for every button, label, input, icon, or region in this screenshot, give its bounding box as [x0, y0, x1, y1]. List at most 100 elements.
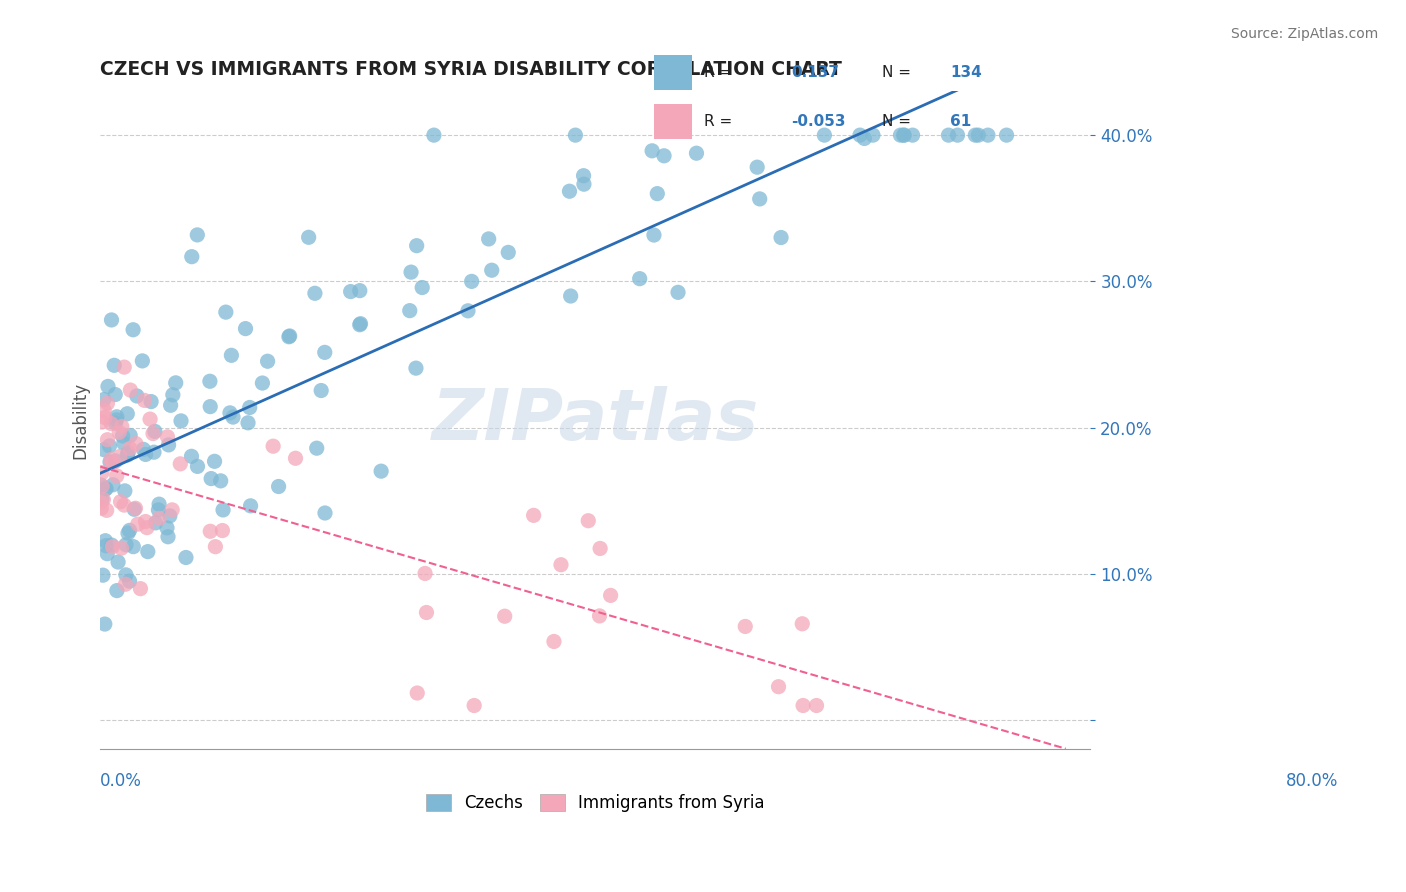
Czechs [186, 227, 208, 242]
Immigrants from Syria [108, 425, 131, 440]
Czechs [98, 455, 121, 469]
Czechs [967, 128, 990, 143]
Legend: Czechs, Immigrants from Syria: Czechs, Immigrants from Syria [418, 785, 773, 820]
Immigrants from Syria [90, 501, 112, 516]
Czechs [398, 303, 420, 318]
Czechs [118, 574, 141, 589]
Czechs [862, 128, 884, 143]
Czechs [91, 568, 114, 582]
Czechs [564, 128, 586, 143]
Czechs [560, 289, 582, 303]
Immigrants from Syria [169, 457, 191, 471]
Czechs [117, 407, 139, 421]
Czechs [222, 410, 245, 425]
Immigrants from Syria [734, 619, 756, 633]
Czechs [572, 169, 595, 183]
Czechs [170, 414, 193, 428]
Immigrants from Syria [415, 606, 437, 620]
Czechs [115, 567, 138, 582]
Immigrants from Syria [96, 433, 118, 447]
Czechs [93, 392, 115, 407]
Immigrants from Syria [768, 680, 790, 694]
Czechs [200, 472, 222, 486]
Czechs [143, 445, 166, 459]
Immigrants from Syria [90, 415, 112, 429]
Czechs [965, 128, 987, 143]
Y-axis label: Disability: Disability [72, 382, 89, 458]
Immigrants from Syria [156, 430, 179, 444]
Immigrants from Syria [139, 412, 162, 426]
Immigrants from Syria [148, 511, 170, 525]
Czechs [125, 389, 148, 403]
Czechs [105, 413, 128, 427]
Czechs [995, 128, 1018, 143]
Czechs [893, 128, 915, 143]
Czechs [215, 305, 238, 319]
Czechs [219, 406, 242, 420]
Immigrants from Syria [100, 452, 122, 467]
Czechs [143, 425, 166, 439]
Immigrants from Syria [204, 540, 226, 554]
Czechs [112, 436, 135, 450]
Czechs [572, 177, 595, 191]
Czechs [946, 128, 969, 143]
Czechs [94, 539, 117, 553]
Czechs [666, 285, 689, 300]
Czechs [277, 330, 299, 344]
Czechs [239, 499, 262, 513]
Immigrants from Syria [90, 495, 112, 509]
Czechs [104, 387, 127, 401]
Czechs [117, 446, 139, 460]
Immigrants from Syria [101, 456, 124, 470]
Czechs [399, 265, 422, 279]
Czechs [256, 354, 278, 368]
Czechs [165, 376, 187, 390]
Immigrants from Syria [599, 588, 621, 602]
Immigrants from Syria [494, 609, 516, 624]
Czechs [94, 533, 117, 548]
Immigrants from Syria [576, 514, 599, 528]
Czechs [94, 482, 117, 496]
Czechs [98, 439, 121, 453]
Immigrants from Syria [105, 469, 128, 483]
Text: 0.0%: 0.0% [100, 772, 142, 790]
Text: ZIPatlas: ZIPatlas [432, 386, 759, 455]
Czechs [122, 323, 145, 337]
Immigrants from Syria [806, 698, 828, 713]
Czechs [159, 508, 181, 523]
Czechs [131, 354, 153, 368]
Czechs [94, 482, 117, 496]
Czechs [122, 540, 145, 554]
Czechs [90, 492, 112, 507]
Czechs [136, 544, 159, 558]
Czechs [748, 192, 770, 206]
Czechs [889, 128, 911, 143]
Czechs [478, 232, 501, 246]
Text: N =: N = [882, 114, 911, 129]
Czechs [298, 230, 321, 244]
Czechs [198, 374, 221, 388]
Czechs [747, 160, 769, 174]
Text: R =: R = [704, 65, 733, 79]
Text: 80.0%: 80.0% [1285, 772, 1339, 790]
Czechs [267, 479, 290, 493]
Immigrants from Syria [142, 426, 165, 441]
Text: N =: N = [882, 65, 911, 79]
Text: CZECH VS IMMIGRANTS FROM SYRIA DISABILITY CORRELATION CHART: CZECH VS IMMIGRANTS FROM SYRIA DISABILIT… [100, 60, 842, 78]
Czechs [460, 274, 482, 288]
Immigrants from Syria [96, 503, 118, 517]
Czechs [104, 416, 127, 430]
Immigrants from Syria [112, 360, 135, 375]
Czechs [103, 359, 125, 373]
Czechs [148, 497, 170, 511]
Czechs [117, 448, 139, 462]
Czechs [105, 583, 128, 598]
Czechs [938, 128, 960, 143]
Czechs [96, 547, 118, 561]
Czechs [186, 459, 208, 474]
Czechs [349, 318, 371, 332]
Czechs [236, 416, 259, 430]
Czechs [135, 447, 157, 461]
Immigrants from Syria [93, 492, 115, 507]
Czechs [200, 400, 222, 414]
